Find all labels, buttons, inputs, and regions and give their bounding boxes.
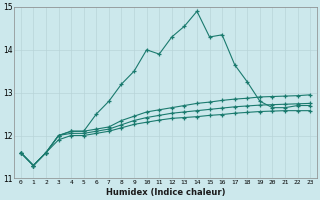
X-axis label: Humidex (Indice chaleur): Humidex (Indice chaleur)	[106, 188, 225, 197]
